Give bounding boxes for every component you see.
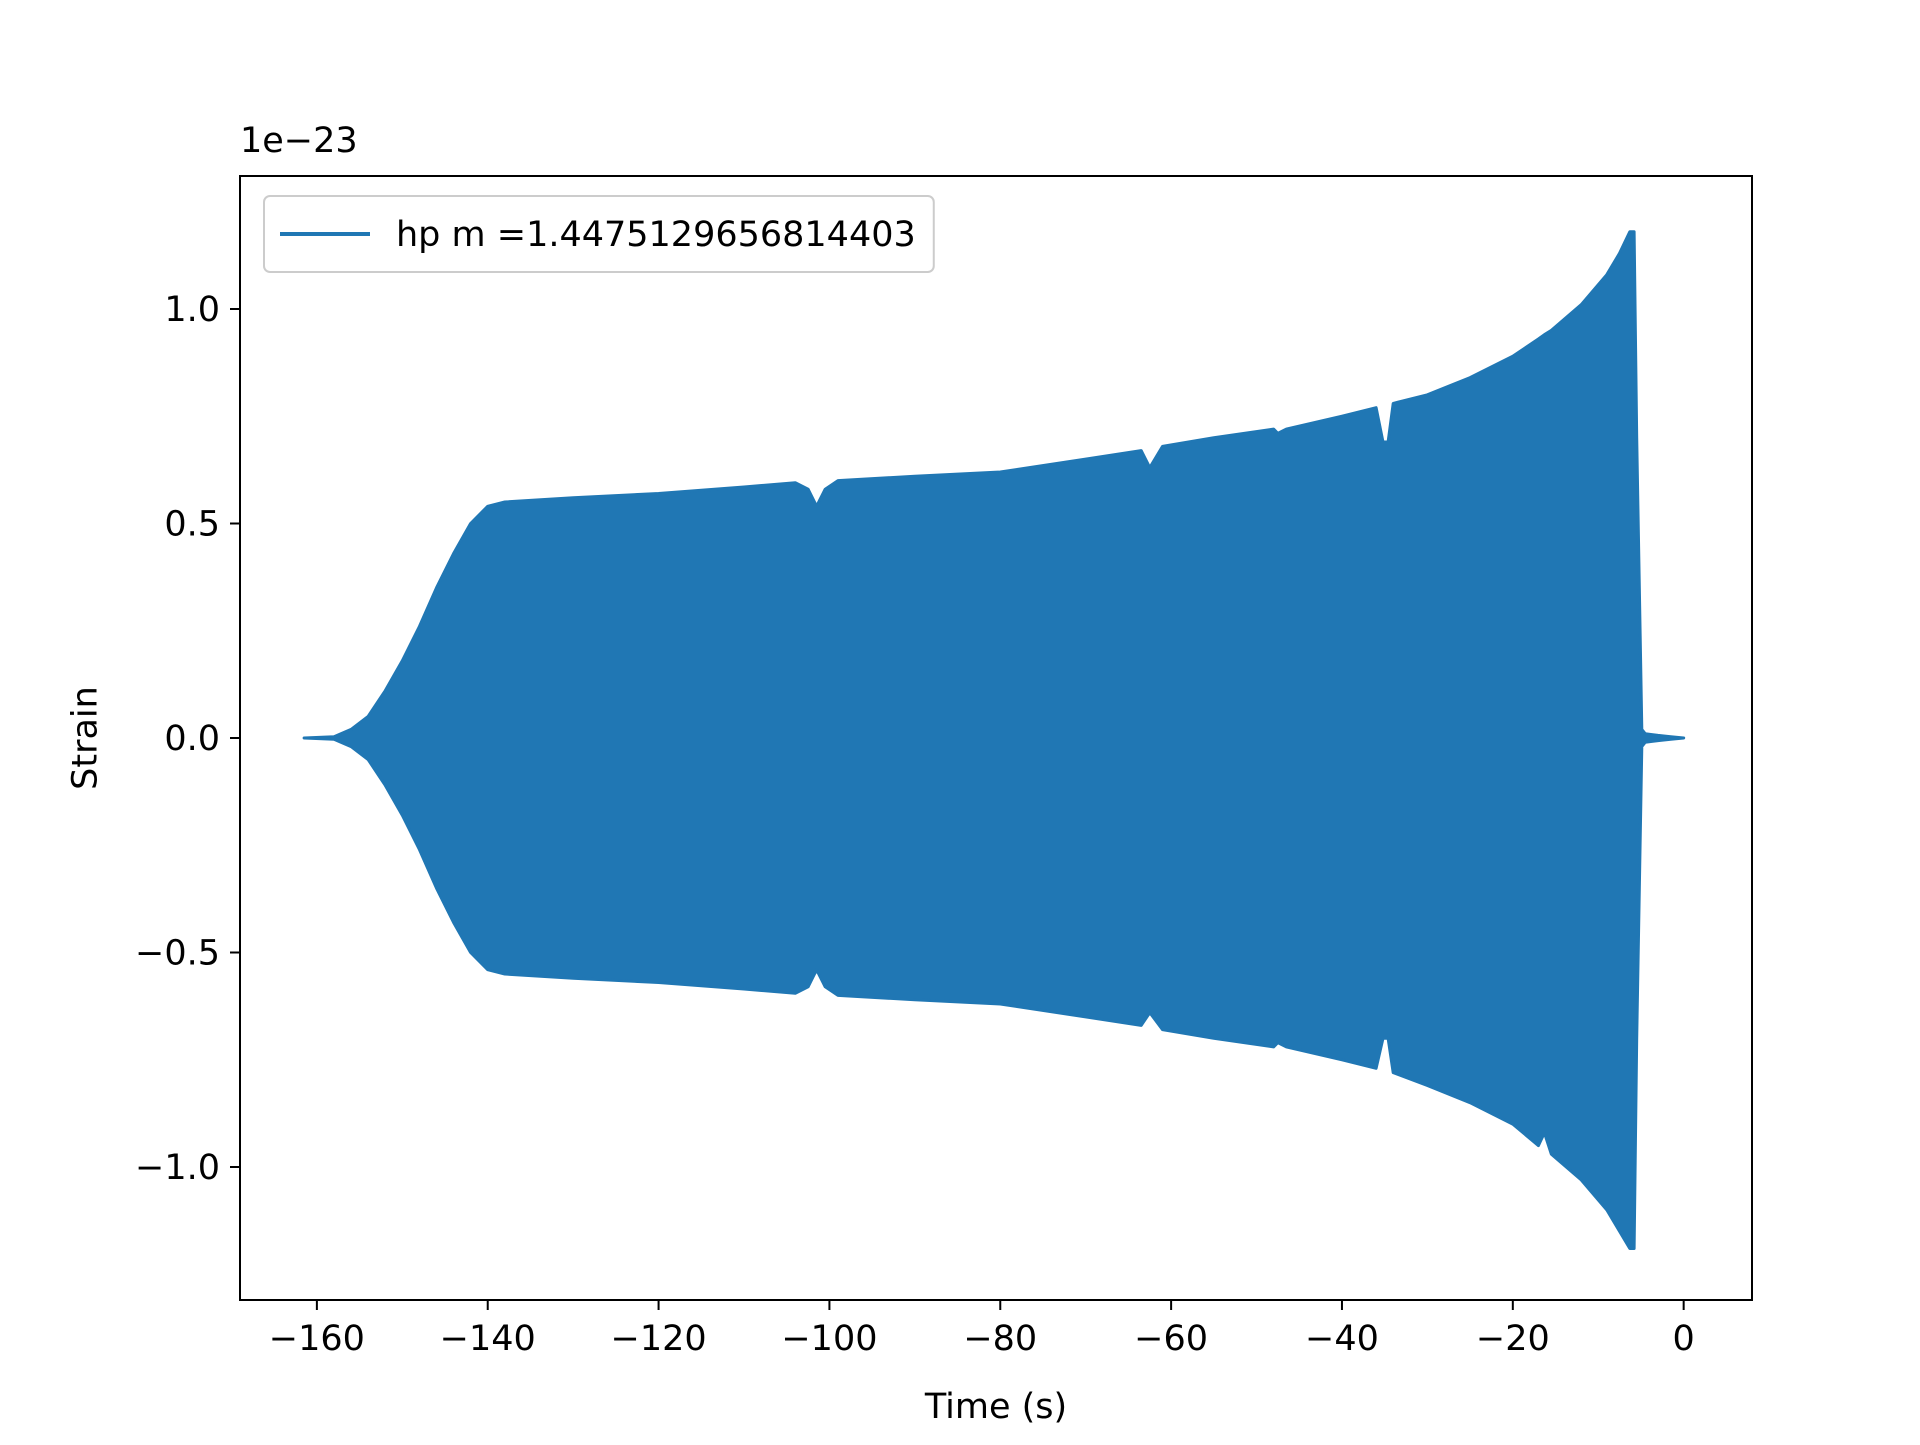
series-0-envelope — [302, 230, 1686, 1250]
y-axis-scale-label: 1e−23 — [240, 121, 358, 161]
legend-label: hp m =1.4475129656814403 — [396, 215, 916, 255]
x-tick-label: 0 — [1673, 1319, 1695, 1359]
y-tick-label: −0.5 — [135, 934, 220, 974]
y-tick-label: 1.0 — [164, 290, 220, 330]
x-tick-label: −100 — [781, 1319, 877, 1359]
x-tick-label: −120 — [611, 1319, 707, 1359]
series-layer — [302, 230, 1686, 1250]
legend: hp m =1.4475129656814403 — [263, 195, 935, 273]
x-axis: −160 −140 −120 −100 −80 −60 −40 −20 0 — [269, 1300, 1695, 1359]
y-axis-label: Strain — [65, 686, 105, 790]
x-tick-label: −160 — [269, 1319, 365, 1359]
x-tick-label: −140 — [440, 1319, 536, 1359]
y-tick-label: −1.0 — [135, 1148, 220, 1188]
x-tick-label: −80 — [963, 1319, 1037, 1359]
x-axis-label: Time (s) — [924, 1387, 1067, 1427]
y-tick-label: 0.0 — [164, 719, 220, 759]
x-tick-label: −60 — [1134, 1319, 1208, 1359]
y-axis: −1.0 −0.5 0.0 0.5 1.0 — [135, 290, 240, 1188]
x-tick-label: −40 — [1305, 1319, 1379, 1359]
legend-box — [263, 195, 935, 273]
y-tick-label: 0.5 — [164, 504, 220, 544]
x-tick-label: −20 — [1476, 1319, 1550, 1359]
